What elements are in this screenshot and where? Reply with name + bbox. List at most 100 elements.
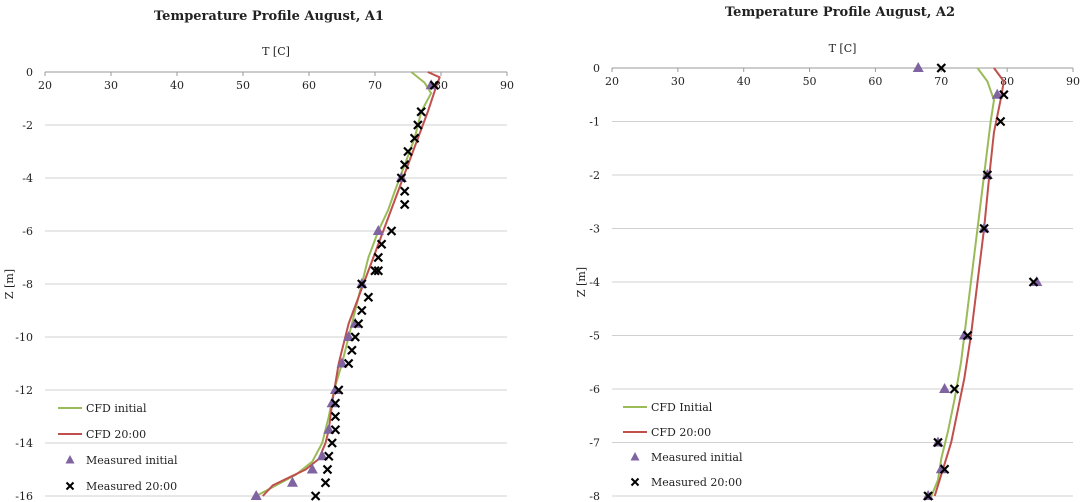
data-point-measured-20-00 [357,305,367,316]
data-point-measured-20-00 [322,464,333,475]
data-point-measured-initial [306,463,318,474]
legend-label: CFD Initial [651,401,713,414]
data-point-measured-20-00 [403,146,413,157]
x-tick-label: 70 [368,79,382,92]
data-point-measured-initial [323,423,335,434]
data-point-measured-20-00 [396,173,407,183]
y-tick-label: -16 [15,490,33,502]
data-point-measured-20-00 [333,385,344,395]
legend-label: CFD 20:00 [86,428,146,441]
data-point-measured-20-00 [386,226,397,236]
y-tick-label: -4 [22,172,33,185]
data-point-measured-20-00 [347,345,357,356]
x-tick-label: 60 [868,75,882,88]
y-tick-label: -14 [15,437,33,450]
x-tick-label: 90 [1066,75,1080,88]
data-point-measured-20-00 [373,252,384,263]
data-point-measured-20-00 [357,279,367,289]
x-axis-label: T [C] [829,42,857,55]
legend-swatch [630,477,640,487]
y-axis-label: Z [m] [3,269,16,299]
data-point-measured-20-00 [995,116,1006,127]
data-point-measured-20-00 [343,358,354,369]
data-point-measured-20-00 [327,438,337,448]
data-point-measured-20-00 [949,384,960,394]
series-line-cfd-20-00 [262,71,441,497]
legend: CFD Initial CFD 20:00 Measured initial Meas… [623,401,743,489]
y-tick-label: -8 [589,490,600,502]
data-point-measured-20-00 [330,424,341,435]
y-tick-label: -12 [15,384,33,397]
y-tick-label: -1 [589,116,600,129]
y-tick-label: 0 [593,62,600,75]
data-point-measured-20-00 [416,106,426,117]
x-tick-label: 20 [605,75,619,88]
data-point-measured-initial [287,476,298,487]
x-tick-label: 30 [104,79,118,92]
data-point-measured-20-00 [363,292,374,303]
x-tick-label: 30 [671,75,685,88]
chart-2: Temperature Profile August, A2 T [C] Z [m]… [575,5,1080,502]
x-tick-label: 90 [500,79,514,92]
legend-label: CFD initial [86,402,147,415]
data-point-measured-20-00 [330,398,341,409]
data-point-measured-20-00 [933,437,943,448]
data-point-measured-20-00 [399,186,410,197]
x-tick-label: 20 [38,79,52,92]
x-tick-label: 40 [170,79,184,92]
data-point-measured-20-00 [999,89,1009,100]
x-tick-label: 70 [934,75,948,88]
data-point-measured-20-00 [373,265,384,276]
data-point-measured-20-00 [370,265,380,276]
series-line-cfd-initial [930,67,995,497]
x-tick-label: 50 [236,79,250,92]
data-point-measured-initial [316,450,328,461]
legend-label: CFD 20:00 [651,426,711,439]
legend-swatch [630,452,640,461]
data-point-measured-initial [250,490,262,500]
data-point-measured-20-00 [936,63,947,73]
y-tick-label: -2 [22,119,33,132]
chart-title: Temperature Profile August, A2 [725,5,955,20]
data-point-measured-initial [939,383,951,393]
data-point-measured-20-00 [1028,277,1039,287]
y-tick-label: -2 [589,169,600,182]
y-tick-label: -10 [15,331,33,344]
x-tick-label: 60 [302,79,316,92]
data-point-measured-20-00 [409,133,420,144]
legend-label: Measured initial [86,454,178,467]
data-point-measured-initial [912,62,924,72]
series-line-cfd-20-00 [933,67,1005,497]
data-point-measured-initial [991,88,1003,99]
y-tick-label: -7 [589,437,600,450]
data-point-measured-20-00 [399,199,410,210]
data-point-measured-20-00 [939,464,950,475]
data-point-measured-initial [343,331,355,341]
data-point-measured-20-00 [399,159,410,170]
x-tick-label: 40 [737,75,751,88]
legend-label: Measured 20:00 [651,476,742,489]
y-tick-label: -8 [22,278,33,291]
legend-label: Measured initial [651,451,743,464]
legend-swatch [65,481,75,491]
data-point-measured-20-00 [330,411,341,422]
data-point-measured-20-00 [376,239,387,250]
chart-title: Temperature Profile August, A1 [154,9,384,24]
legend-swatch [65,455,75,464]
y-tick-label: -3 [589,223,600,236]
data-point-measured-20-00 [979,223,989,234]
data-point-measured-20-00 [923,491,933,501]
data-point-measured-20-00 [982,170,993,180]
data-point-measured-20-00 [413,120,423,130]
y-tick-label: -5 [589,330,600,343]
data-point-measured-20-00 [429,80,440,91]
y-tick-label: -4 [589,276,600,289]
x-tick-label: 50 [803,75,817,88]
data-point-measured-initial [336,357,348,368]
y-axis-label: Z [m] [575,267,588,297]
legend-label: Measured 20:00 [86,480,177,493]
data-point-measured-20-00 [962,330,973,341]
data-point-measured-20-00 [310,491,321,501]
data-point-measured-20-00 [324,451,334,462]
